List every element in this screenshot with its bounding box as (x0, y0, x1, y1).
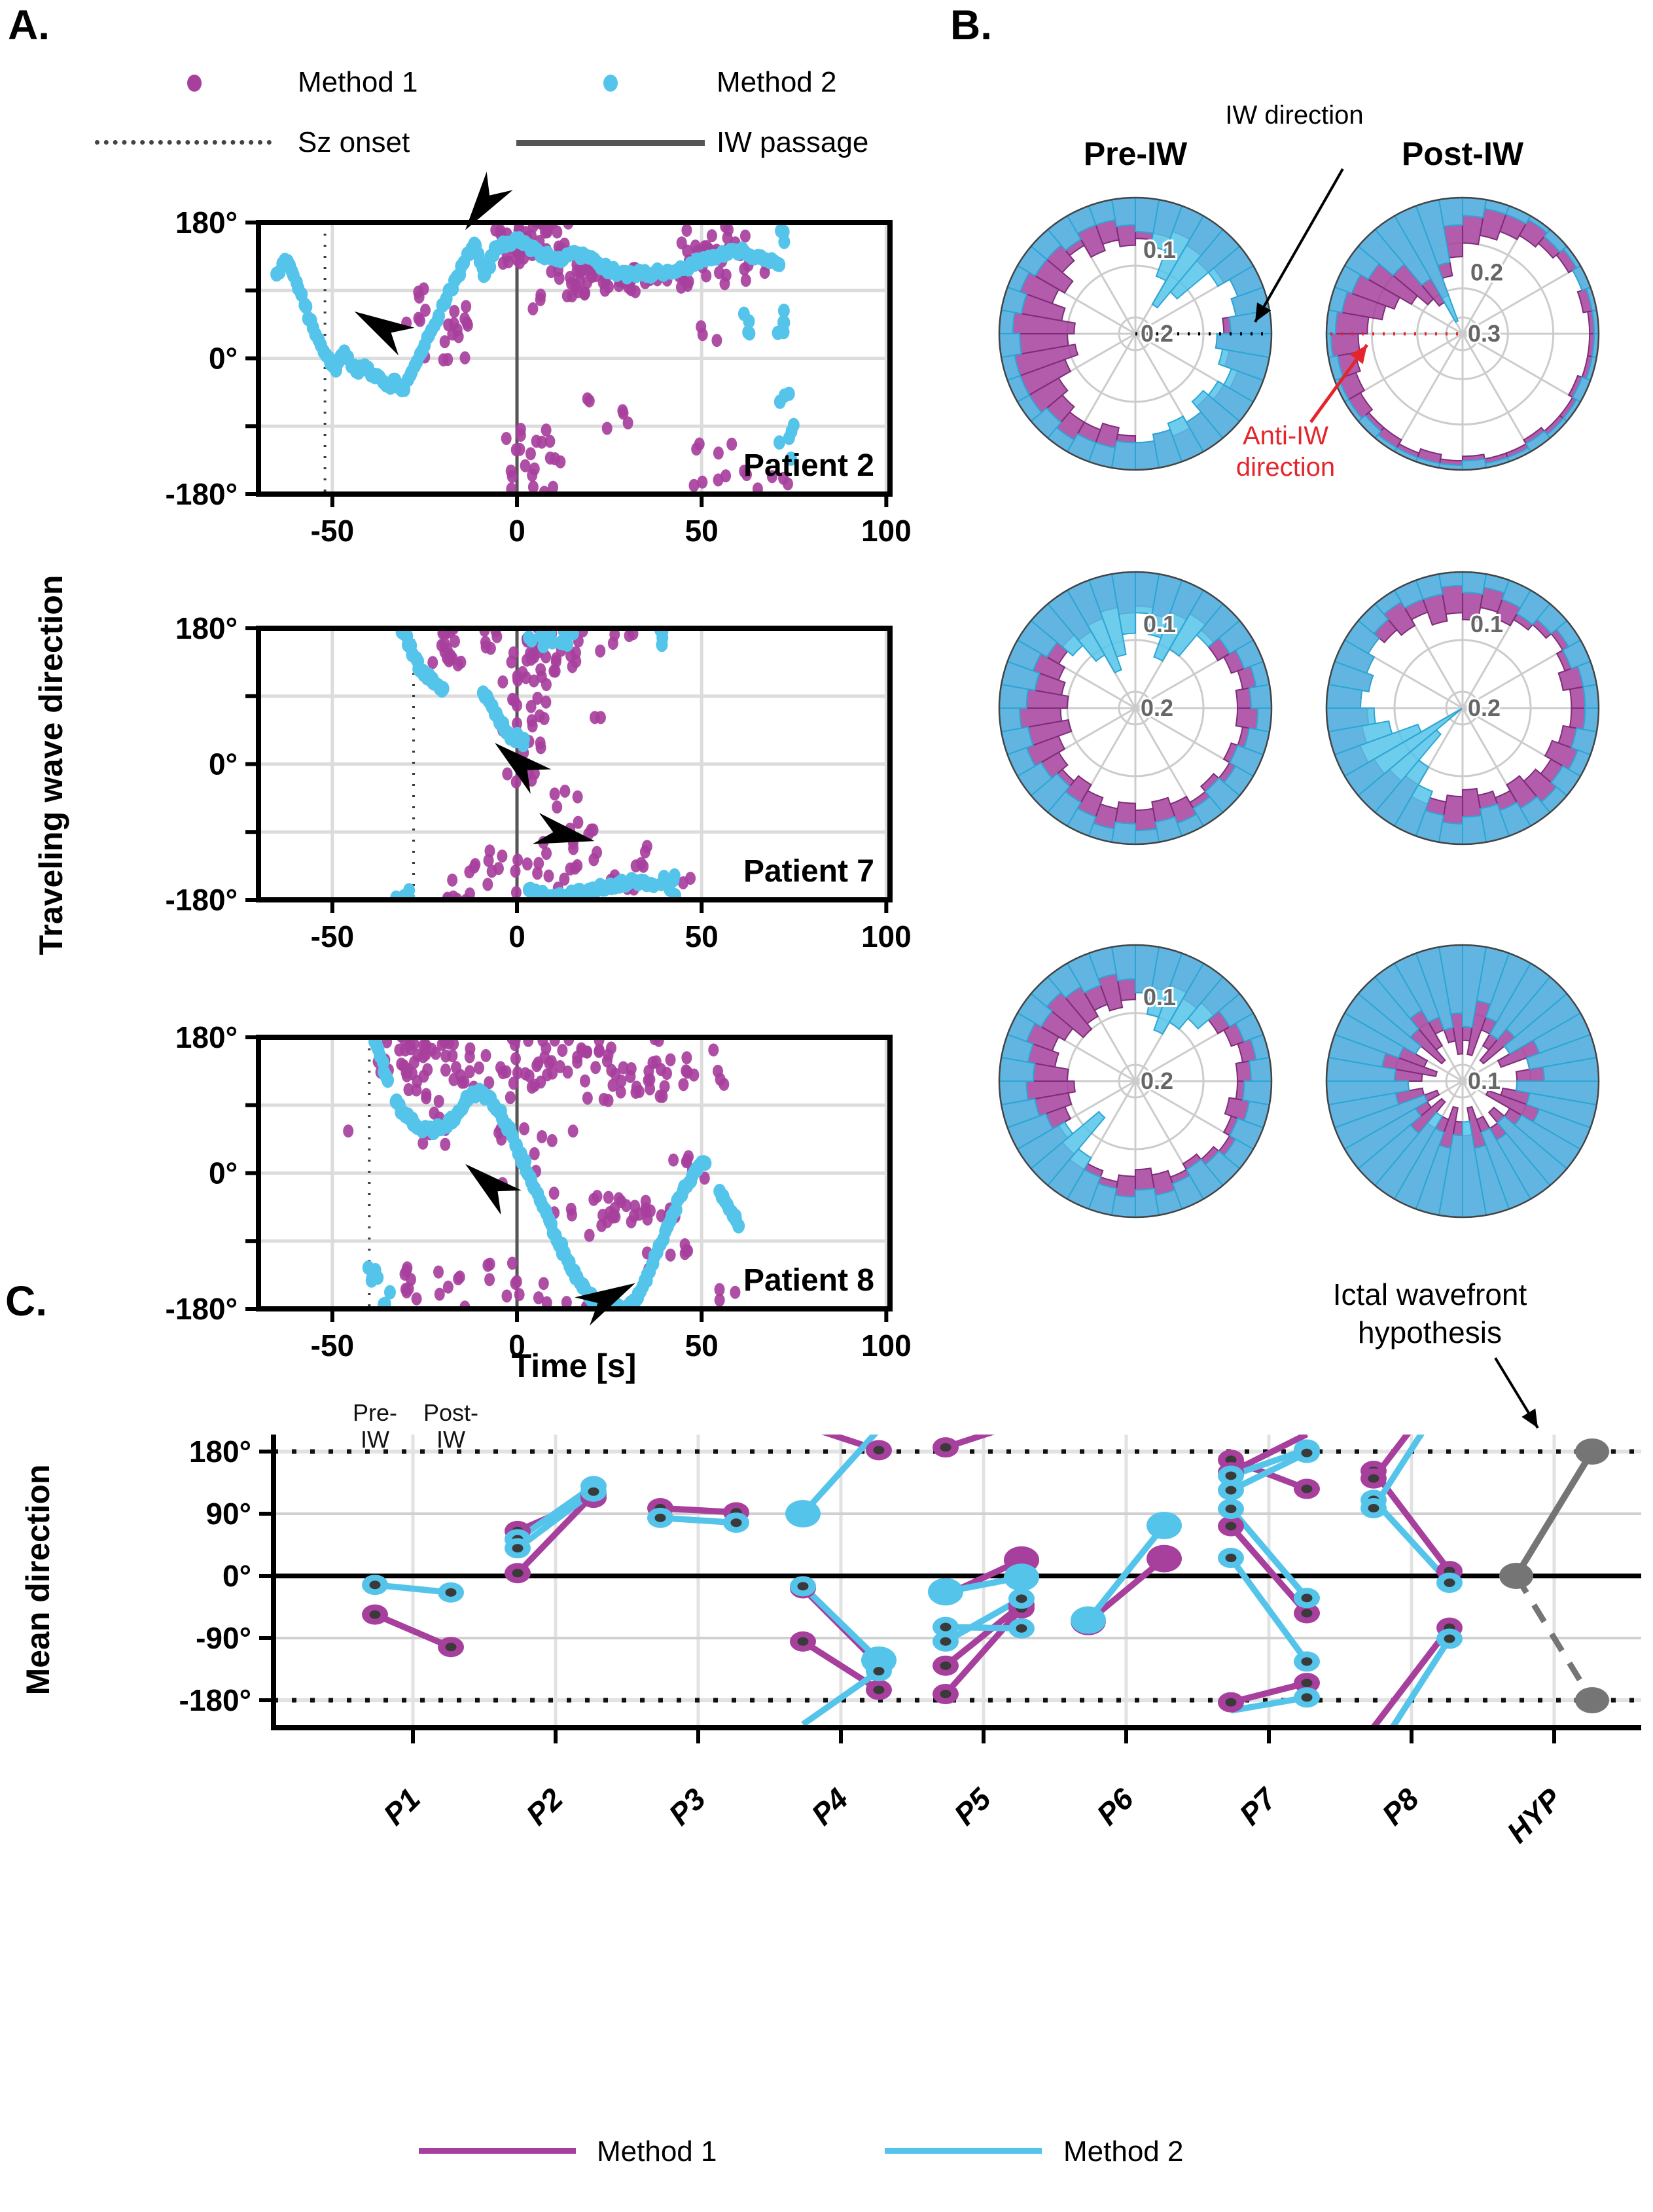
svg-text:P3: P3 (662, 1781, 713, 1832)
svg-text:180°: 180° (175, 1020, 238, 1054)
svg-text:-180°: -180° (166, 477, 238, 511)
svg-text:0°: 0° (209, 747, 238, 781)
panel-a-ylabel: Traveling wave direction (33, 575, 69, 955)
svg-text:0°: 0° (222, 1559, 251, 1593)
svg-text:P2: P2 (520, 1781, 570, 1832)
rose-post-row3: 0.1 (1325, 944, 1600, 1219)
svg-text:-50: -50 (311, 1329, 354, 1363)
panel-a-plot-1: 180° 0° -180° -50 0 50 100 Patient 2 (166, 171, 912, 548)
rose-pre-row3: 0.1 0.2 (998, 944, 1273, 1219)
svg-text:0.3: 0.3 (1468, 320, 1501, 347)
svg-text:0: 0 (508, 514, 525, 548)
rose-post-row1: 0.2 0.3 (1325, 196, 1600, 471)
svg-text:Patient 8: Patient 8 (743, 1263, 874, 1298)
svg-text:P7: P7 (1233, 1781, 1284, 1832)
svg-text:0.2: 0.2 (1141, 320, 1173, 347)
panel-c-data (362, 1435, 1609, 1728)
svg-text:50: 50 (685, 514, 719, 548)
svg-text:-180°: -180° (166, 1292, 238, 1326)
panel-c-ylabel: Mean direction (20, 1464, 56, 1696)
svg-text:100: 100 (861, 1329, 912, 1363)
method2-line-icon (885, 2148, 1042, 2154)
svg-text:0°: 0° (209, 1156, 238, 1190)
post-iw-mini-label: Post- IW (423, 1399, 479, 1454)
legend-c-method2-label: Method 2 (1063, 2135, 1184, 2167)
method1-dot-icon (187, 75, 202, 92)
svg-text:100: 100 (861, 919, 912, 954)
svg-text:0: 0 (508, 1329, 525, 1363)
legend-iw-passage-label: IW passage (717, 126, 869, 158)
svg-text:P4: P4 (805, 1781, 855, 1832)
rose-pre-row1: 0.1 0.2 (998, 196, 1273, 471)
iw-direction-annotation: IW direction (1225, 101, 1364, 130)
svg-text:0.1: 0.1 (1143, 984, 1176, 1010)
svg-text:-180°: -180° (166, 883, 238, 917)
svg-text:90°: 90° (205, 1497, 251, 1531)
svg-text:P1: P1 (377, 1781, 427, 1832)
svg-text:0.1: 0.1 (1470, 611, 1503, 637)
svg-text:-180°: -180° (179, 1683, 251, 1717)
sz-onset-line-icon (95, 140, 272, 145)
svg-text:-50: -50 (311, 514, 354, 548)
panel-b-label: B. (950, 1, 992, 48)
svg-text:-90°: -90° (196, 1621, 251, 1655)
svg-text:0: 0 (508, 919, 525, 954)
pre-iw-title: Pre-IW (1083, 135, 1188, 172)
method1-line-icon (419, 2148, 576, 2154)
svg-text:0°: 0° (209, 342, 238, 376)
svg-text:Patient 2: Patient 2 (743, 448, 874, 483)
method2-dot-icon (603, 75, 618, 92)
panel-a-plot-2: 180° 0° -180° -50 0 50 100 Patient 7 (166, 611, 912, 954)
panel-a-plot-3: 180° 0° -180° -50 0 50 100 Patient 8 (166, 1020, 912, 1363)
svg-text:0.1: 0.1 (1143, 236, 1176, 263)
svg-text:180°: 180° (189, 1435, 251, 1469)
svg-text:Patient 7: Patient 7 (743, 854, 874, 889)
ictal-wavefront-hypothesis-annotation: Ictal wavefront hypothesis (1332, 1277, 1527, 1349)
iw-passage-line-icon (516, 140, 705, 146)
svg-text:P6: P6 (1090, 1781, 1141, 1832)
panel-b-annotation-arrows (1254, 168, 1369, 423)
svg-text:180°: 180° (175, 611, 238, 645)
panel-c-label: C. (5, 1277, 47, 1325)
svg-text:HYP: HYP (1500, 1781, 1568, 1849)
svg-text:50: 50 (685, 919, 719, 954)
svg-text:P5: P5 (948, 1781, 999, 1832)
svg-text:180°: 180° (175, 205, 238, 240)
svg-text:0.1: 0.1 (1143, 611, 1176, 637)
legend-method2-label: Method 2 (717, 66, 837, 98)
legend-method1-label: Method 1 (298, 66, 418, 98)
svg-text:-50: -50 (311, 919, 354, 954)
svg-text:P8: P8 (1376, 1781, 1426, 1832)
legend-c-method1-label: Method 1 (597, 2135, 717, 2167)
svg-text:0.2: 0.2 (1141, 1067, 1173, 1094)
svg-text:0.2: 0.2 (1468, 694, 1501, 721)
panel-a-label: A. (8, 1, 50, 48)
svg-text:50: 50 (685, 1329, 719, 1363)
svg-text:0.2: 0.2 (1470, 259, 1503, 286)
svg-text:100: 100 (861, 514, 912, 548)
rose-pre-row2: 0.1 0.2 (998, 571, 1273, 846)
anti-iw-direction-annotation: Anti-IW direction (1235, 421, 1336, 482)
legend-sz-onset-label: Sz onset (298, 126, 410, 158)
rose-post-row2: 0.1 0.2 (1325, 571, 1600, 846)
panel-a-xlabel: Time [s] (511, 1347, 637, 1384)
svg-text:0.1: 0.1 (1468, 1067, 1501, 1094)
svg-text:0.2: 0.2 (1141, 694, 1173, 721)
pre-iw-mini-label: Pre- IW (352, 1399, 397, 1454)
post-iw-title: Post-IW (1401, 135, 1524, 172)
